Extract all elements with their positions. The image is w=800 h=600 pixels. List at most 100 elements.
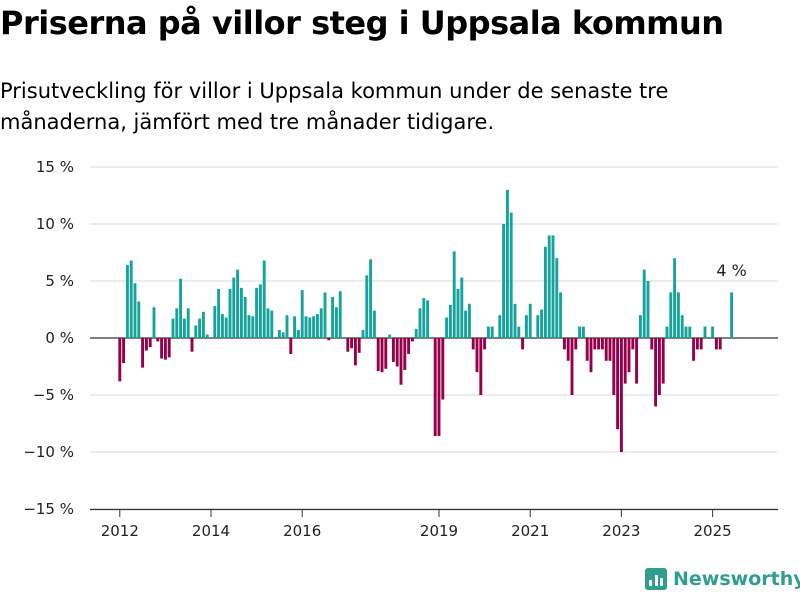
bar [460, 277, 464, 338]
y-tick-label: 5 % [45, 272, 74, 290]
bar [395, 338, 399, 367]
bar [137, 301, 141, 338]
bar [122, 338, 126, 364]
bar [513, 303, 517, 338]
bar [243, 296, 247, 338]
bar [730, 292, 734, 338]
bar [452, 251, 456, 338]
bar [369, 259, 373, 338]
y-tick-label: −5 % [33, 386, 74, 404]
bar [167, 338, 171, 358]
value-annotation: 4 % [716, 261, 746, 280]
bar [433, 338, 437, 437]
bar [129, 260, 133, 338]
bar [635, 338, 639, 384]
bar [315, 314, 319, 338]
bar [266, 308, 270, 338]
bar [536, 315, 540, 338]
bar [179, 278, 183, 338]
bar [426, 300, 430, 338]
bar [509, 212, 513, 338]
bar [642, 269, 646, 338]
x-axis: 2012 2014 2016 2019 2021 2023 2025 [90, 508, 778, 540]
annotations: 4 % [716, 261, 746, 280]
bar [312, 316, 316, 338]
bar [141, 338, 145, 368]
bar [255, 287, 259, 338]
bar [711, 326, 715, 338]
bar [650, 338, 654, 350]
y-tick-label: 10 % [36, 215, 74, 233]
bar [118, 338, 122, 382]
bar [285, 315, 289, 338]
bar [160, 338, 164, 359]
x-tick-label: 2014 [192, 522, 230, 540]
x-tick-label: 2019 [420, 522, 458, 540]
bar [277, 330, 281, 338]
bar [574, 338, 578, 350]
y-tick-label: −10 % [23, 443, 74, 461]
y-axis-labels: 15 % 10 % 5 % 0 % −5 % −10 % −15 % [23, 158, 74, 518]
bar [300, 290, 304, 338]
bar [399, 338, 403, 385]
chart-title: Priserna på villor steg i Uppsala kommun [0, 4, 724, 42]
bar [171, 318, 175, 338]
x-tick-label: 2021 [511, 522, 549, 540]
bar [699, 338, 703, 350]
bar [638, 315, 642, 338]
bar [669, 292, 673, 338]
bar [490, 326, 494, 338]
bar [654, 338, 658, 407]
bar [217, 288, 221, 338]
bar [228, 288, 232, 338]
bar [581, 326, 585, 338]
bar [152, 307, 156, 338]
bar [186, 308, 190, 338]
bar [365, 275, 369, 338]
bar [604, 338, 608, 361]
x-tick-label: 2025 [694, 522, 732, 540]
bar [437, 338, 441, 437]
bar [714, 338, 718, 350]
bar [631, 338, 635, 350]
bar [357, 338, 361, 353]
bar [236, 269, 240, 338]
bar [308, 317, 312, 338]
bar [125, 265, 129, 338]
bar [486, 326, 490, 338]
bar [703, 326, 707, 338]
bar [331, 296, 335, 338]
bar [562, 338, 566, 350]
bar [403, 338, 407, 370]
x-tick-label: 2012 [101, 522, 139, 540]
bar [578, 326, 582, 338]
bar [646, 281, 650, 338]
bar [517, 326, 521, 338]
bar [695, 338, 699, 350]
bar [353, 338, 357, 366]
bar [384, 338, 388, 369]
bar [483, 338, 487, 350]
bar [198, 318, 202, 338]
bar [270, 310, 274, 338]
bar [319, 308, 323, 338]
chart-subtitle: Prisutveckling för villor i Uppsala komm… [0, 79, 669, 134]
bar [156, 338, 160, 342]
bar [471, 338, 475, 350]
bar [521, 338, 525, 350]
bar [589, 338, 593, 373]
bar [547, 235, 551, 338]
brand-logo[interactable]: Newsworthy [645, 568, 800, 590]
bar [570, 338, 574, 395]
y-tick-label: 15 % [36, 158, 74, 176]
bar [608, 338, 612, 361]
bar [718, 338, 722, 350]
bar [543, 246, 547, 338]
bar [175, 308, 179, 338]
bar [502, 224, 506, 338]
bar [464, 310, 468, 338]
bar [148, 338, 152, 348]
bar [676, 292, 680, 338]
bar [232, 277, 236, 338]
bar [475, 338, 479, 373]
